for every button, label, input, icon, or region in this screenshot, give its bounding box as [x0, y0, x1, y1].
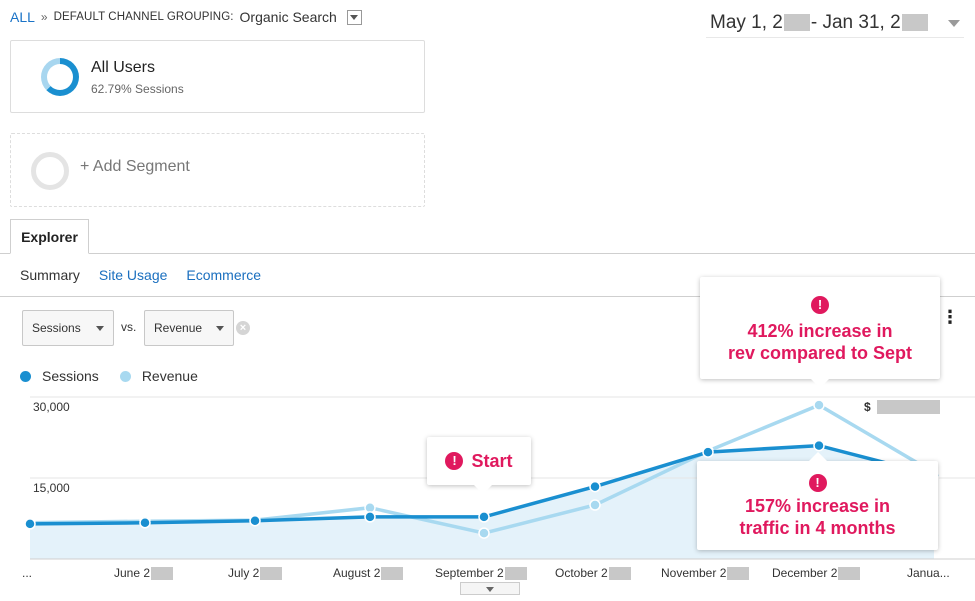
y-axis-tick-label: 30,000	[33, 400, 70, 414]
chevron-down-icon	[96, 326, 104, 331]
data-point-revenue[interactable]	[589, 499, 601, 511]
x-tick-label: December 2	[772, 566, 861, 581]
vs-label: vs.	[121, 320, 137, 334]
redaction-mask	[608, 567, 631, 581]
callout-start: ! Start	[427, 437, 531, 494]
breadcrumb-separator: »	[40, 10, 48, 24]
y-axis-tick-label: 15,000	[33, 481, 70, 495]
callout-start-label: Start	[471, 450, 513, 471]
tab-explorer[interactable]: Explorer	[10, 219, 89, 254]
subtab-divider	[0, 296, 975, 297]
redaction-mask	[783, 14, 810, 31]
callout-revenue: ! 412% increase in rev compared to Sept	[700, 277, 940, 388]
tab-bar-divider	[0, 253, 975, 254]
chart-scroll-handle[interactable]	[460, 582, 520, 595]
date-range-end: - Jan 31, 2	[810, 11, 901, 33]
x-tick-label: July 2	[228, 566, 283, 581]
callout-pointer	[474, 485, 492, 494]
segment-ring-icon	[41, 58, 79, 96]
subtab-summary[interactable]: Summary	[20, 267, 80, 283]
callout-traffic: ! 157% increase in traffic in 4 months	[697, 452, 938, 550]
primary-metric-select[interactable]: Sessions	[22, 310, 114, 346]
x-tick-label: August 2	[333, 566, 404, 581]
data-point-sessions[interactable]	[139, 517, 151, 529]
x-tick-label: June 2	[114, 566, 174, 581]
legend-dot-icon	[119, 370, 131, 382]
redaction-mask	[504, 567, 527, 581]
x-tick-label: Janua...	[907, 566, 950, 580]
legend-dot-icon	[20, 370, 31, 382]
callout-pointer	[811, 379, 829, 388]
data-point-sessions[interactable]	[364, 511, 376, 523]
redaction-mask	[260, 567, 283, 581]
x-tick-label: November 2	[661, 566, 750, 581]
more-options-icon[interactable]: ⋮	[941, 307, 959, 327]
data-point-revenue[interactable]	[478, 527, 490, 539]
x-tick-text: October 2	[555, 566, 608, 580]
primary-metric-label: Sessions	[32, 321, 81, 335]
breadcrumb-dropdown-icon[interactable]	[346, 9, 362, 25]
y-axis-right-label: $	[864, 400, 871, 414]
secondary-metric-select[interactable]: Revenue	[144, 310, 234, 346]
alert-icon: !	[811, 296, 829, 314]
redaction-mask	[151, 567, 174, 581]
x-tick-label: ...	[22, 566, 33, 580]
secondary-metric-label: Revenue	[154, 321, 203, 335]
chevron-down-icon	[216, 326, 224, 331]
x-tick-text: July 2	[228, 566, 260, 580]
data-point-sessions[interactable]	[24, 518, 36, 530]
redaction-mask	[727, 567, 750, 581]
breadcrumb-value: Organic Search	[239, 9, 337, 25]
legend-item-sessions: Sessions	[20, 368, 99, 384]
data-point-sessions[interactable]	[702, 446, 714, 458]
redaction-mask	[877, 400, 940, 414]
empty-ring-icon	[31, 152, 69, 190]
breadcrumb-dimension: DEFAULT CHANNEL GROUPING:	[53, 11, 234, 23]
x-tick-text: December 2	[772, 566, 838, 580]
x-tick-label: September 2	[435, 566, 527, 581]
data-point-sessions[interactable]	[813, 439, 825, 452]
callout-traffic-line2: traffic in 4 months	[739, 518, 896, 538]
callout-revenue-line2: rev compared to Sept	[727, 343, 913, 363]
x-tick-text: September 2	[435, 566, 504, 580]
add-segment-button[interactable]: + Add Segment	[10, 133, 425, 207]
redaction-mask	[901, 14, 928, 31]
callout-revenue-line1: 412% increase in	[747, 321, 893, 341]
legend-label: Sessions	[42, 368, 99, 384]
breadcrumb: ALL » DEFAULT CHANNEL GROUPING: Organic …	[10, 9, 362, 25]
date-range-start: May 1, 2	[710, 11, 783, 33]
breadcrumb-all-link[interactable]: ALL	[10, 9, 35, 25]
legend-item-revenue: Revenue	[119, 368, 198, 384]
add-segment-label: + Add Segment	[80, 158, 190, 175]
alert-icon: !	[445, 452, 464, 470]
subtab-ecommerce[interactable]: Ecommerce	[186, 267, 262, 283]
report-subtabs: Summary Site Usage Ecommerce	[20, 267, 280, 283]
callout-traffic-line1: 157% increase in	[744, 496, 891, 516]
x-tick-text: June 2	[114, 566, 151, 580]
subtab-site-usage[interactable]: Site Usage	[98, 267, 168, 283]
redaction-mask	[838, 567, 861, 581]
chevron-down-icon[interactable]	[948, 20, 960, 27]
remove-comparison-icon[interactable]: ×	[236, 321, 250, 335]
x-tick-text: August 2	[333, 566, 381, 580]
segment-title: All Users	[91, 59, 156, 76]
redaction-mask	[381, 567, 404, 581]
chart-legend: Sessions Revenue	[20, 368, 219, 384]
callout-pointer	[809, 452, 827, 461]
x-tick-label: October 2	[555, 566, 631, 581]
x-tick-text: November 2	[661, 566, 727, 580]
data-point-sessions[interactable]	[478, 511, 490, 523]
data-point-sessions[interactable]	[589, 480, 601, 493]
segment-subtitle: 62.79% Sessions	[91, 82, 184, 96]
date-range-picker[interactable]: May 1, 2 - Jan 31, 2	[706, 8, 964, 38]
data-point-sessions[interactable]	[249, 514, 261, 527]
alert-icon: !	[808, 474, 827, 492]
data-point-revenue[interactable]	[813, 399, 825, 411]
segment-all-users[interactable]: All Users 62.79% Sessions	[10, 40, 425, 113]
legend-label: Revenue	[141, 368, 198, 384]
